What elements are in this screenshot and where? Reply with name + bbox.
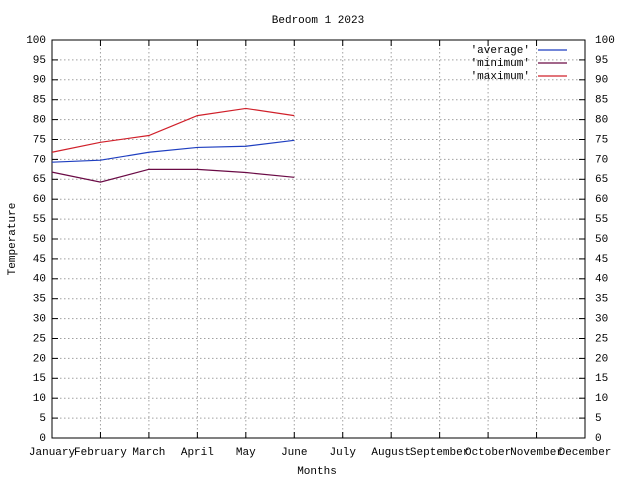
y-tick-label: 50 (33, 234, 46, 246)
y2-tick-label: 100 (595, 35, 615, 47)
y2-tick-label: 35 (595, 294, 608, 306)
x-tick-label: May (236, 447, 256, 459)
y2-tick-label: 5 (595, 413, 602, 425)
x-tick-label: March (132, 447, 165, 459)
x-tick-label: April (181, 447, 214, 459)
y-axis-label: Temperature (7, 203, 19, 276)
y-tick-label: 30 (33, 314, 46, 326)
plot-frame (51, 39, 586, 439)
y2-tick-label: 15 (595, 373, 608, 385)
y-tick-label: 40 (33, 274, 46, 286)
y-tick-label: 15 (33, 373, 46, 385)
y2-tick-label: 50 (595, 234, 608, 246)
legend-label: 'average' (471, 45, 530, 57)
x-tick-label: October (465, 447, 511, 459)
y-tick-label: 25 (33, 333, 46, 345)
y2-tick-label: 70 (595, 154, 608, 166)
y-tick-label: 75 (33, 134, 46, 146)
x-tick-label: August (371, 447, 411, 459)
y-tick-label: 35 (33, 294, 46, 306)
x-tick-label: February (74, 447, 127, 459)
y2-tick-label: 80 (595, 115, 608, 127)
y2-tick-label: 55 (595, 214, 608, 226)
y-tick-label: 95 (33, 55, 46, 67)
y-tick-label: 85 (33, 95, 46, 107)
series-line (51, 168, 295, 183)
series-line (51, 107, 295, 153)
y-tick-label: 60 (33, 194, 46, 206)
y-tick-label: 0 (39, 433, 46, 445)
y2-tick-label: 40 (595, 274, 608, 286)
y2-tick-label: 95 (595, 55, 608, 67)
x-axis-label: Months (297, 466, 337, 478)
y-tick-label: 80 (33, 115, 46, 127)
x-tick-label: September (410, 447, 469, 459)
x-tick-label: July (330, 447, 357, 459)
y-tick-label: 45 (33, 254, 46, 266)
y-tick-label: 70 (33, 154, 46, 166)
series-line (51, 139, 295, 163)
legend-label: 'minimum' (471, 58, 530, 70)
y-tick-label: 90 (33, 75, 46, 87)
y-tick-label: 55 (33, 214, 46, 226)
y2-tick-label: 20 (595, 353, 608, 365)
y2-tick-label: 60 (595, 194, 608, 206)
y2-tick-label: 0 (595, 433, 602, 445)
y2-tick-label: 90 (595, 75, 608, 87)
x-tick-label: November (510, 447, 563, 459)
y-tick-label: 10 (33, 393, 46, 405)
y2-tick-label: 85 (595, 95, 608, 107)
y-tick-label: 65 (33, 174, 46, 186)
y2-tick-label: 10 (595, 393, 608, 405)
y2-tick-label: 25 (595, 333, 608, 345)
x-tick-label: June (281, 447, 307, 459)
y2-tick-label: 30 (595, 314, 608, 326)
legend-label: 'maximum' (471, 71, 530, 83)
y-tick-label: 5 (39, 413, 46, 425)
x-tick-label: January (29, 447, 76, 459)
y2-tick-label: 75 (595, 134, 608, 146)
x-tick-label: December (559, 447, 612, 459)
y-tick-label: 20 (33, 353, 46, 365)
chart-title: Bedroom 1 2023 (272, 15, 364, 27)
y2-tick-label: 45 (595, 254, 608, 266)
y2-tick-label: 65 (595, 174, 608, 186)
y-tick-label: 100 (26, 35, 46, 47)
